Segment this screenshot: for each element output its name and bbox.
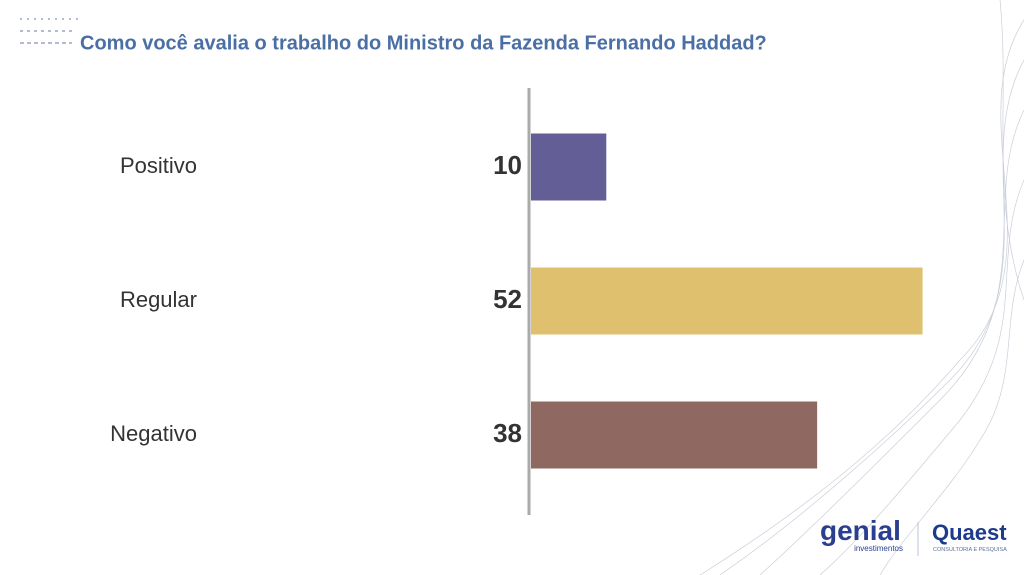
category-label: Regular bbox=[120, 287, 197, 312]
bars: Positivo 10 Regular 52 Negativo 38 bbox=[110, 133, 923, 469]
logo-text: Quaest bbox=[932, 520, 1007, 545]
category-label: Negativo bbox=[110, 421, 197, 446]
category-label: Positivo bbox=[120, 153, 197, 178]
background-waves bbox=[699, 0, 1024, 575]
corner-decoration bbox=[20, 18, 80, 44]
logo-text: genial bbox=[820, 515, 901, 546]
bar bbox=[531, 133, 607, 201]
chart-title: Como você avalia o trabalho do Ministro … bbox=[80, 32, 767, 54]
bar bbox=[531, 267, 923, 335]
value-label: 10 bbox=[493, 150, 522, 180]
logos: genial investimentos Quaest CONSULTORIA … bbox=[820, 515, 1007, 556]
bar bbox=[531, 401, 818, 469]
value-label: 38 bbox=[493, 418, 522, 448]
value-label: 52 bbox=[493, 284, 522, 314]
logo-text: CONSULTORIA E PESQUISA bbox=[933, 547, 1007, 553]
logo-text: investimentos bbox=[854, 544, 903, 553]
